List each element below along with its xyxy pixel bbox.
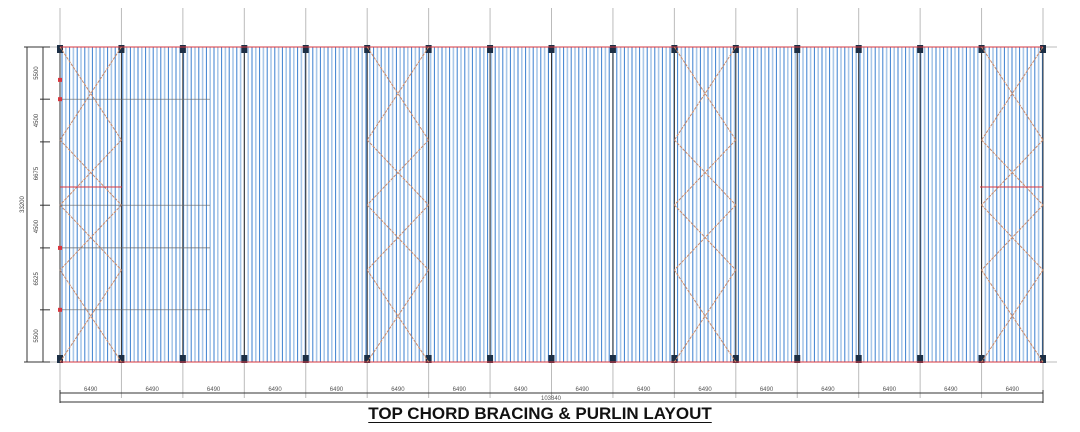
bay-dimension-label: 6490 <box>268 387 282 393</box>
row-dimension-label: 6525 <box>34 272 40 286</box>
bracing-line <box>981 46 1044 141</box>
column-marker <box>732 45 739 53</box>
column-marker <box>179 45 186 53</box>
column-marker <box>118 355 125 363</box>
bracing-line <box>981 269 1044 363</box>
column-marker <box>302 355 309 363</box>
row-dimension-label: 5500 <box>34 66 40 80</box>
column-marker <box>118 45 125 53</box>
total-length-label: 103840 <box>541 396 562 402</box>
support-marker <box>58 307 62 312</box>
support-marker <box>58 97 62 102</box>
column-marker <box>548 45 555 53</box>
column-marker <box>855 355 862 363</box>
bracing-line <box>59 46 122 141</box>
bay-dimension-label: 6490 <box>330 387 344 393</box>
bay-dimension-label: 6490 <box>637 387 651 393</box>
bracing-line <box>981 139 1044 206</box>
column-marker <box>671 355 678 363</box>
column-marker <box>978 355 985 363</box>
bracing-line <box>981 46 1044 141</box>
bracing-line <box>673 46 737 141</box>
bay-dimension-label: 6490 <box>514 387 528 393</box>
bay-dimension-label: 6490 <box>145 387 159 393</box>
bracing-line <box>59 269 122 363</box>
bracing-line <box>673 46 737 141</box>
drawing-title: TOP CHORD BRACING & PURLIN LAYOUT <box>0 404 1080 424</box>
row-dimension-label: 5500 <box>34 329 40 343</box>
bracing-line <box>59 46 122 141</box>
bay-dimension-label: 6490 <box>1006 387 1020 393</box>
column-marker <box>609 45 616 53</box>
bay-dimension-label: 6490 <box>944 387 958 393</box>
column-marker <box>917 355 924 363</box>
column-marker <box>1040 355 1046 363</box>
bay-dimension-label: 6490 <box>821 387 835 393</box>
bracing-line <box>59 139 122 206</box>
bay-dimension-label: 6490 <box>698 387 712 393</box>
column-marker <box>425 355 432 363</box>
bracing-line <box>59 269 122 363</box>
bay-dimension-label: 6490 <box>84 387 98 393</box>
column-marker <box>487 355 494 363</box>
column-marker <box>609 355 616 363</box>
total-width-label: 33200 <box>20 195 26 212</box>
column-marker <box>364 45 371 53</box>
row-dimension-label: 6675 <box>34 166 40 180</box>
bracing-line <box>981 269 1044 363</box>
column-marker <box>179 355 186 363</box>
column-marker <box>978 45 985 53</box>
bay-dimension-label: 6490 <box>576 387 590 393</box>
bay-dimension-label: 6490 <box>207 387 221 393</box>
bay-dimension-label: 6490 <box>453 387 467 393</box>
column-marker <box>241 45 248 53</box>
column-marker <box>57 45 63 53</box>
column-marker <box>1040 45 1046 53</box>
bracing-line <box>366 46 430 141</box>
bay-dimension-label: 6490 <box>391 387 405 393</box>
column-marker <box>487 45 494 53</box>
column-marker <box>794 355 801 363</box>
column-marker <box>57 355 63 363</box>
column-marker <box>917 45 924 53</box>
bracing-line <box>674 204 737 271</box>
bracing-line <box>673 269 737 363</box>
column-marker <box>732 355 739 363</box>
bracing-line <box>366 269 430 363</box>
column-marker <box>671 45 678 53</box>
column-marker <box>855 45 862 53</box>
bracing-line <box>59 204 122 271</box>
column-marker <box>794 45 801 53</box>
bracing-line <box>366 46 430 141</box>
bracing-line <box>981 204 1044 271</box>
support-marker <box>58 77 62 82</box>
bay-dimension-label: 6490 <box>883 387 897 393</box>
bracing-line <box>366 204 429 271</box>
bracing-line <box>674 139 737 206</box>
column-marker <box>364 355 371 363</box>
bracing-line <box>366 139 429 206</box>
bracing-line <box>366 269 430 363</box>
column-marker <box>302 45 309 53</box>
row-dimension-label: 4500 <box>34 219 40 233</box>
column-marker <box>425 45 432 53</box>
row-dimension-label: 4500 <box>34 113 40 127</box>
column-marker <box>548 355 555 363</box>
bracing-line <box>673 269 737 363</box>
drawing-title-text: TOP CHORD BRACING & PURLIN LAYOUT <box>368 404 712 423</box>
support-marker <box>58 245 62 250</box>
column-marker <box>241 355 248 363</box>
bay-dimension-label: 6490 <box>760 387 774 393</box>
